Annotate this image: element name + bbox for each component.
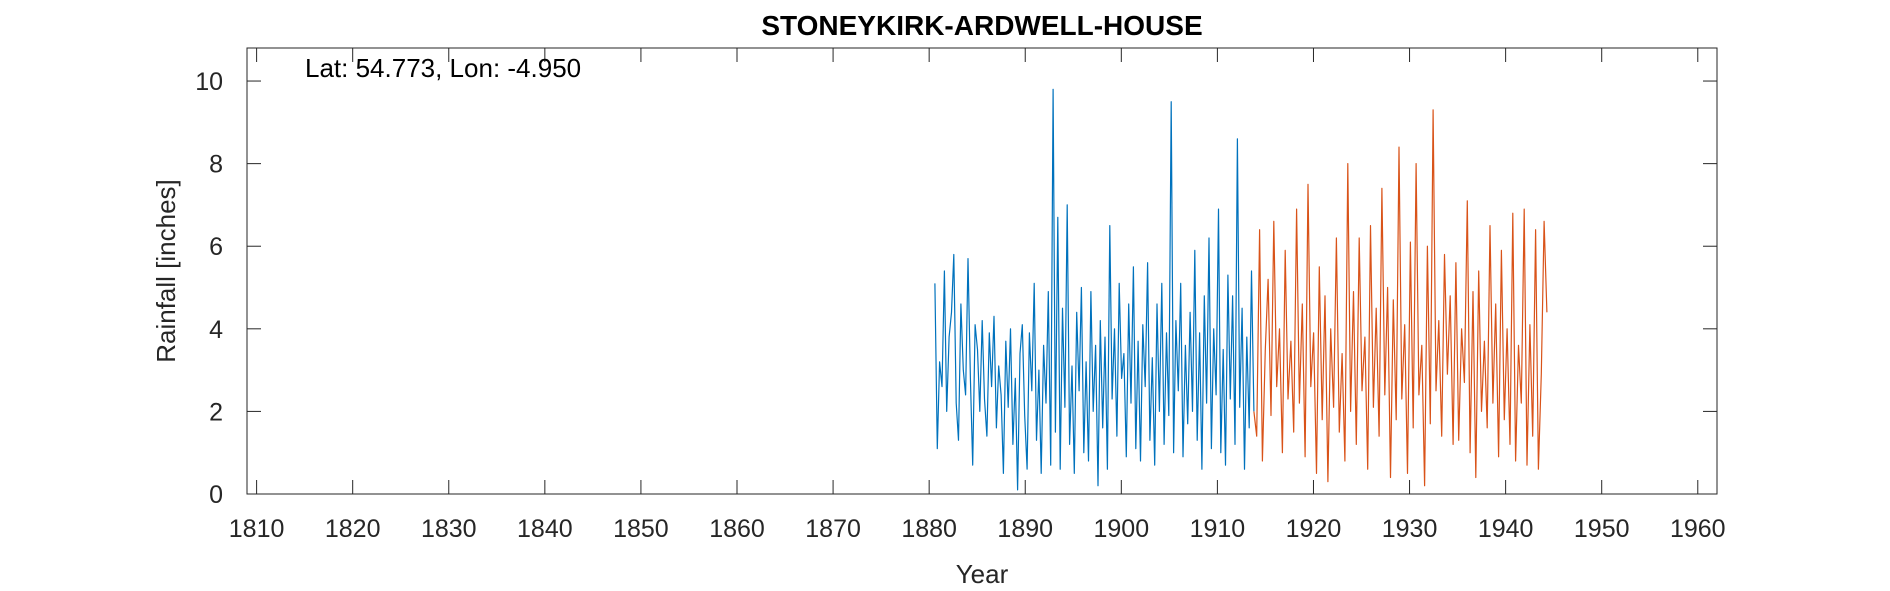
- x-tick-label: 1870: [805, 515, 861, 543]
- y-tick-label: 2: [209, 398, 223, 426]
- y-tick-label: 10: [195, 68, 223, 96]
- series-line-2: [1253, 109, 1548, 487]
- x-tick-label: 1960: [1670, 515, 1726, 543]
- series-line-1: [934, 88, 1255, 491]
- plot-area: [246, 47, 1718, 495]
- x-tick-label: 1830: [421, 515, 477, 543]
- x-tick-label: 1930: [1382, 515, 1438, 543]
- location-annotation: Lat: 54.773, Lon: -4.950: [305, 53, 581, 83]
- x-tick-label: 1850: [613, 515, 669, 543]
- y-axis-label: Rainfall [inches]: [151, 179, 181, 363]
- y-tick-label: 4: [209, 316, 223, 344]
- series-layer: [934, 88, 1548, 491]
- x-tick-label: 1910: [1190, 515, 1246, 543]
- x-tick-label: 1820: [325, 515, 381, 543]
- chart-title: STONEYKIRK-ARDWELL-HOUSE: [761, 10, 1202, 41]
- x-tick-label: 1950: [1574, 515, 1630, 543]
- y-tick-label: 8: [209, 151, 223, 179]
- x-tick-label: 1920: [1286, 515, 1342, 543]
- x-tick-label: 1900: [1094, 515, 1150, 543]
- x-tick-label: 1890: [997, 515, 1053, 543]
- y-tick-label: 0: [209, 481, 223, 509]
- x-tick-label: 1940: [1478, 515, 1534, 543]
- x-tick-label: 1810: [229, 515, 285, 543]
- x-tick-label: 1860: [709, 515, 765, 543]
- axis-ticks: 1810 1820 1830 1840 1850 1860 1870 1880 1890 1900…: [195, 48, 1726, 543]
- x-axis-label: Year: [956, 559, 1009, 589]
- x-tick-label: 1880: [901, 515, 957, 543]
- y-tick-label: 6: [209, 233, 223, 261]
- x-tick-label: 1840: [517, 515, 573, 543]
